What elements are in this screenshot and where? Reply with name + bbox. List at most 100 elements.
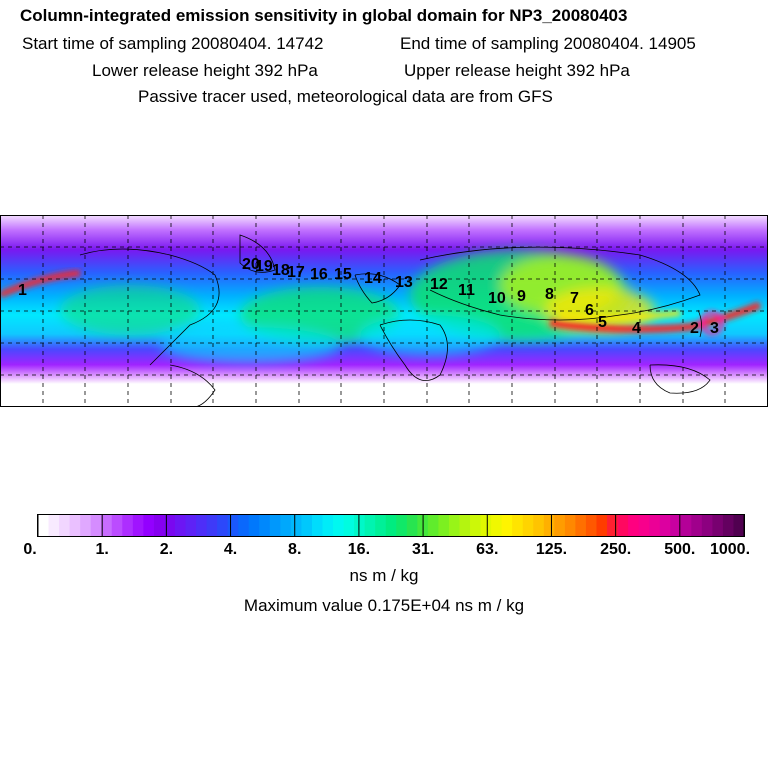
trajectory-label-6: 6 xyxy=(585,302,594,319)
colorbar-cell xyxy=(459,515,471,536)
trajectory-label-17: 17 xyxy=(287,264,305,281)
trajectory-label-1: 1 xyxy=(18,282,27,299)
colorbar-cells xyxy=(38,515,745,536)
colorbar-tick-label: 500. xyxy=(664,541,695,558)
end-time-label: End time of sampling 20080404. 14905 xyxy=(400,34,696,53)
colorbar-cell xyxy=(427,515,439,536)
colorbar: 0. 1. 2. 4. 8. 16. 31. 63. 125. 250. 500. 1000. xyxy=(23,514,750,558)
colorbar-cell xyxy=(564,515,576,536)
trajectory-label-8: 8 xyxy=(545,286,554,303)
colorbar-cell xyxy=(680,515,692,536)
trajectory-label-9: 9 xyxy=(517,288,526,305)
trajectory-label-11: 11 xyxy=(458,282,475,299)
colorbar-cell xyxy=(596,515,608,536)
colorbar-cell xyxy=(174,515,187,536)
colorbar-cell xyxy=(438,515,450,536)
colorbar-cell xyxy=(406,515,418,536)
trajectory-label-12: 12 xyxy=(430,276,448,293)
colorbar-unit-label: ns m / kg xyxy=(349,566,419,585)
colorbar-cell xyxy=(712,515,724,536)
colorbar-cell xyxy=(512,515,524,536)
colorbar-cell xyxy=(364,515,376,536)
colorbar-cell xyxy=(248,515,260,536)
colorbar-cell xyxy=(385,515,397,536)
colorbar-cell xyxy=(311,515,324,536)
colorbar-cell xyxy=(575,515,587,536)
colorbar-cell xyxy=(132,515,144,536)
colorbar-cell xyxy=(628,515,640,536)
trajectory-label-20: 20 xyxy=(242,256,260,273)
colorbar-cell xyxy=(480,515,492,536)
trajectory-label-4: 4 xyxy=(632,320,641,337)
colorbar-cell xyxy=(69,515,81,536)
colorbar-tick-label: 1000. xyxy=(710,541,750,558)
colorbar-cell xyxy=(322,515,334,536)
colorbar-cell xyxy=(733,515,745,536)
colorbar-tick-label: 4. xyxy=(224,541,237,558)
trajectory-label-5: 5 xyxy=(598,314,607,331)
colorbar-cell xyxy=(343,515,355,536)
trajectory-label-10: 10 xyxy=(488,290,506,307)
colorbar-tick-label: 63. xyxy=(476,541,498,558)
colorbar-cell xyxy=(269,515,281,536)
colorbar-cell xyxy=(396,515,408,536)
trajectory-label-19: 19 xyxy=(255,258,273,275)
colorbar-cell xyxy=(701,515,713,536)
colorbar-cell xyxy=(638,515,650,536)
page-title: Column-integrated emission sensitivity i… xyxy=(20,6,628,25)
colorbar-cell xyxy=(122,515,134,536)
colorbar-cell xyxy=(206,515,218,536)
colorbar-cell xyxy=(290,515,302,536)
colorbar-tick-label: 16. xyxy=(348,541,370,558)
colorbar-tick-label: 0. xyxy=(23,541,36,558)
colorbar-cell xyxy=(280,515,292,536)
trajectory-label-13: 13 xyxy=(395,274,413,291)
trajectory-label-15: 15 xyxy=(334,266,352,283)
colorbar-cell xyxy=(448,515,460,536)
colorbar-cell xyxy=(659,515,671,536)
colorbar-cell xyxy=(491,515,503,536)
colorbar-cell xyxy=(153,515,165,536)
colorbar-cell xyxy=(80,515,92,536)
colorbar-cell xyxy=(101,515,113,536)
colorbar-cell xyxy=(354,515,366,536)
colorbar-cell xyxy=(238,515,250,536)
colorbar-cell xyxy=(543,515,555,536)
colorbar-tick-label: 31. xyxy=(412,541,434,558)
colorbar-cell xyxy=(48,515,60,536)
trajectory-label-2: 2 xyxy=(690,320,699,337)
jet-stream-plume xyxy=(0,270,762,335)
tracer-label: Passive tracer used, meteorological data… xyxy=(138,87,553,106)
colorbar-cell xyxy=(470,515,482,536)
colorbar-tick-label: 125. xyxy=(536,541,567,558)
colorbar-tick-labels: 0. 1. 2. 4. 8. 16. 31. 63. 125. 250. 500. 1000. xyxy=(23,541,750,558)
trajectory-label-3: 3 xyxy=(710,320,719,337)
colorbar-cell xyxy=(533,515,545,536)
colorbar-tick-label: 250. xyxy=(600,541,631,558)
maximum-value-label: Maximum value 0.175E+04 ns m / kg xyxy=(243,596,525,615)
colorbar-cell xyxy=(90,515,102,536)
colorbar-cell xyxy=(38,515,50,536)
colorbar-cell xyxy=(670,515,682,536)
colorbar-cell xyxy=(111,515,123,536)
trajectory-label-7: 7 xyxy=(570,290,579,307)
colorbar-cell xyxy=(501,515,513,536)
colorbar-cell xyxy=(691,515,703,536)
colorbar-cell xyxy=(143,515,155,536)
colorbar-tick-label: 8. xyxy=(288,541,301,558)
coastlines xyxy=(79,234,711,407)
colorbar-cell xyxy=(649,515,661,536)
lower-release-label: Lower release height 392 hPa xyxy=(92,61,318,80)
upper-release-label: Upper release height 392 hPa xyxy=(404,61,630,80)
colorbar-cell xyxy=(585,515,597,536)
trajectory-label-14: 14 xyxy=(364,270,382,287)
start-time-label: Start time of sampling 20080404. 14742 xyxy=(22,34,324,53)
colorbar-cell xyxy=(196,515,208,536)
colorbar-cell xyxy=(617,515,629,536)
colorbar-cell xyxy=(259,515,271,536)
grid-lines xyxy=(0,215,768,407)
colorbar-cell xyxy=(607,515,619,536)
colorbar-tick-label: 1. xyxy=(96,541,109,558)
